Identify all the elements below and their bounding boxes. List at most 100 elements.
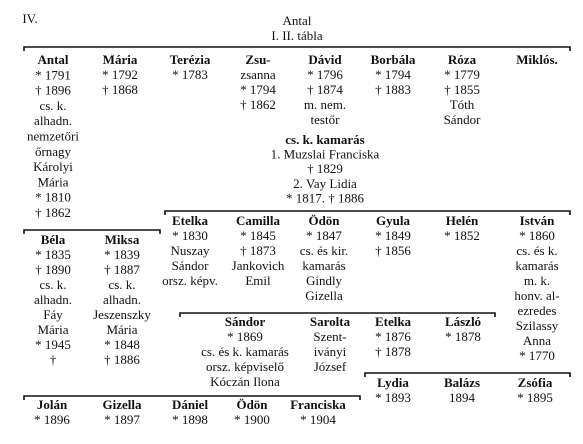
- entry-line: cs. és k.: [516, 243, 557, 258]
- entry-line: * 1783: [172, 67, 208, 82]
- entry-line: * 1792: [102, 67, 138, 82]
- entry-name: Helén: [446, 213, 479, 228]
- entry-name: cs. k. kamarás: [285, 132, 364, 147]
- entry-line: * 1839: [104, 247, 140, 262]
- entry-line: kamarás: [302, 258, 345, 273]
- entry-name: Mária: [103, 52, 138, 67]
- entry-line: * 1794: [375, 67, 411, 82]
- entry-line: Sándor: [444, 112, 482, 127]
- entry-line: nemzetőri: [27, 128, 79, 143]
- entry-line: Mária: [37, 174, 68, 189]
- entry-line: Gizella: [305, 288, 343, 303]
- entry-line: cs. és k. kamarás: [201, 344, 289, 359]
- brace: [364, 372, 571, 377]
- entry-line: alhadn.: [34, 292, 72, 307]
- entry-line: * 1904: [300, 412, 336, 427]
- entry-line: † 1862: [35, 205, 71, 220]
- entry-name: Zsófia: [518, 375, 553, 390]
- entry-line: † 1890: [35, 262, 71, 277]
- entry-line: * 1860: [519, 228, 555, 243]
- entry-line: † 1887: [104, 262, 140, 277]
- entry-line: † 1856: [375, 243, 411, 258]
- entry-line: kamarás: [515, 258, 558, 273]
- entry-line: Mária: [106, 322, 137, 337]
- entry-line: Mária: [37, 322, 68, 337]
- entry-name: Ödön: [236, 397, 268, 412]
- brace: [23, 46, 571, 51]
- entry-line: cs. és kir.: [300, 243, 348, 258]
- entry-line: cs. k.: [39, 277, 66, 292]
- entry-line: † 1874: [307, 82, 343, 97]
- entry-line: m. k.: [524, 273, 550, 288]
- entry-line: * 1852: [444, 228, 480, 243]
- entry-line: Gindly: [306, 273, 343, 288]
- entry-name: Etelka: [375, 314, 412, 329]
- entry-line: m. nem.: [304, 97, 346, 112]
- entry-line: * 1770: [519, 348, 555, 363]
- title-table: I. II. tábla: [271, 28, 322, 43]
- entry-line: Anna: [523, 333, 551, 348]
- entry-line: Károlyi: [33, 159, 73, 174]
- entry-name: László: [445, 314, 481, 329]
- entry-line: * 1896: [34, 412, 70, 427]
- entry-name: Camilla: [236, 213, 281, 228]
- entry-name: Franciska: [290, 397, 346, 412]
- section-heading: IV.: [22, 11, 37, 26]
- entry-line: 1. Muzslai Franciska: [271, 147, 380, 162]
- entry-name: Gyula: [376, 213, 410, 228]
- entry-line: * 1897: [104, 412, 140, 427]
- entry-line: * 1845: [240, 228, 276, 243]
- entry-name: Balázs: [444, 375, 480, 390]
- entry-name: Antal: [37, 52, 68, 67]
- entry-line: † 1829: [307, 161, 343, 176]
- entry-line: † 1862: [240, 97, 276, 112]
- entry-line: †: [50, 352, 57, 367]
- entry-name: Zsu-: [245, 52, 270, 67]
- entry-name: Sarolta: [310, 314, 351, 329]
- entry-line: cs. k.: [108, 277, 135, 292]
- entry-line: * 1945: [35, 337, 71, 352]
- entry-line: * 1848: [104, 337, 140, 352]
- entry-line: * 1893: [375, 390, 411, 405]
- entry-line: * 1849: [375, 228, 411, 243]
- entry-line: * 1835: [35, 247, 71, 262]
- brace: [179, 312, 496, 317]
- entry-line: Jankovich: [232, 258, 285, 273]
- entry-line: alhadn.: [103, 292, 141, 307]
- entry-line: Szent-: [313, 329, 346, 344]
- entry-line: Fáy: [43, 307, 63, 322]
- entry-name: Lydia: [377, 375, 409, 390]
- entry-line: Kóczán Ilona: [210, 374, 280, 389]
- entry-line: * 1869: [227, 329, 263, 344]
- entry-line: Tóth: [450, 97, 475, 112]
- entry-line: † 1855: [444, 82, 480, 97]
- entry-line: * 1878: [445, 329, 481, 344]
- entry-line: * 1810: [35, 190, 71, 205]
- entry-name: Borbála: [371, 52, 416, 67]
- entry-line: † 1878: [375, 344, 411, 359]
- entry-line: iványi: [314, 344, 347, 359]
- brace: [164, 210, 571, 215]
- entry-line: orsz. képv.: [162, 273, 218, 288]
- entry-line: * 1895: [517, 390, 553, 405]
- entry-line: * 1847: [306, 228, 342, 243]
- entry-line: † 1868: [102, 82, 138, 97]
- entry-line: cs. k.: [39, 98, 66, 113]
- entry-line: * 1794: [240, 82, 276, 97]
- entry-line: * 1796: [307, 67, 343, 82]
- entry-line: Szilassy: [516, 318, 559, 333]
- entry-name: Róza: [448, 52, 477, 67]
- entry-name: Dániel: [172, 397, 209, 412]
- entry-line: őrnagy: [35, 144, 72, 159]
- entry-line: Sándor: [172, 258, 210, 273]
- entry-line: * 1791: [35, 67, 71, 82]
- entry-line: † 1873: [240, 243, 276, 258]
- entry-line: † 1896: [35, 83, 71, 98]
- entry-line: * 1876: [375, 329, 411, 344]
- title-name: Antal: [283, 13, 312, 28]
- entry-line: alhadn.: [34, 113, 72, 128]
- entry-line: Jeszenszky: [93, 307, 151, 322]
- entry-line: zsanna: [240, 67, 276, 82]
- entry-name: Dávid: [308, 52, 342, 67]
